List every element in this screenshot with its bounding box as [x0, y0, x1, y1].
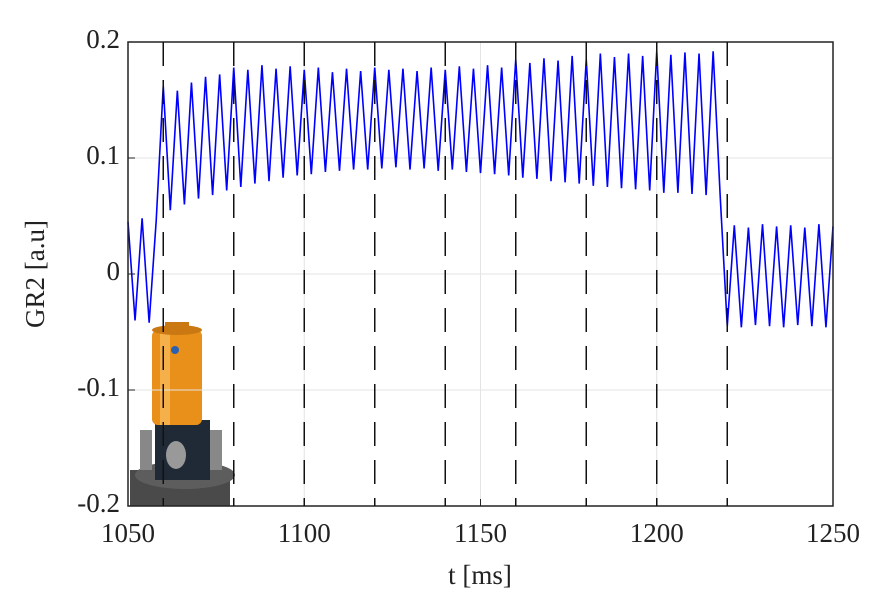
y-tick-label: -0.2: [77, 488, 120, 518]
x-tick-label: 1150: [454, 518, 507, 548]
x-tick-label: 1200: [630, 518, 684, 548]
signal-line: [127, 51, 834, 328]
x-tick-label: 1050: [101, 518, 155, 548]
x-tick-label: 1100: [278, 518, 331, 548]
x-tick-label: 1250: [806, 518, 860, 548]
y-axis-label: GR2 [a.u]: [20, 220, 50, 328]
inset-photo: [130, 322, 235, 506]
y-tick-label: -0.1: [77, 372, 120, 402]
y-tick-label: 0.1: [86, 140, 120, 170]
y-tick-label: 0: [107, 256, 121, 286]
y-tick-label: 0.2: [86, 24, 120, 54]
x-axis-label: t [ms]: [448, 560, 512, 590]
